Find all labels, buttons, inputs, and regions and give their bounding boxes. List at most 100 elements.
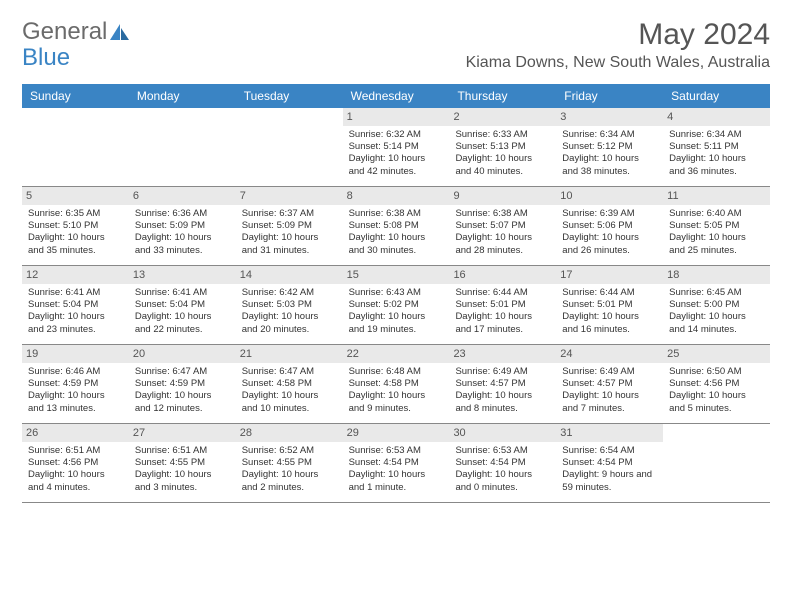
day-number: 12 (22, 266, 129, 284)
weekday-label: Saturday (663, 84, 770, 108)
sunset-line: Sunset: 5:04 PM (28, 299, 123, 311)
weekday-label: Wednesday (343, 84, 450, 108)
daylight-line: Daylight: 10 hours and 10 minutes. (242, 390, 337, 414)
week-row: 26Sunrise: 6:51 AMSunset: 4:56 PMDayligh… (22, 424, 770, 503)
sunset-line: Sunset: 5:09 PM (135, 220, 230, 232)
title-block: May 2024 Kiama Downs, New South Wales, A… (466, 18, 770, 72)
sunset-line: Sunset: 5:00 PM (669, 299, 764, 311)
day-cell: 6Sunrise: 6:36 AMSunset: 5:09 PMDaylight… (129, 187, 236, 265)
day-number: 14 (236, 266, 343, 284)
daylight-line: Daylight: 10 hours and 42 minutes. (349, 153, 444, 177)
sunrise-line: Sunrise: 6:47 AM (135, 366, 230, 378)
day-number: 22 (343, 345, 450, 363)
sunrise-line: Sunrise: 6:36 AM (135, 208, 230, 220)
brand-part2: Blue (22, 44, 70, 72)
day-number: 13 (129, 266, 236, 284)
daylight-line: Daylight: 10 hours and 28 minutes. (455, 232, 550, 256)
sunset-line: Sunset: 4:56 PM (669, 378, 764, 390)
sunrise-line: Sunrise: 6:38 AM (349, 208, 444, 220)
daylight-line: Daylight: 10 hours and 30 minutes. (349, 232, 444, 256)
weekday-label: Tuesday (236, 84, 343, 108)
sunset-line: Sunset: 4:59 PM (28, 378, 123, 390)
day-number: 5 (22, 187, 129, 205)
sunset-line: Sunset: 4:58 PM (349, 378, 444, 390)
sunset-line: Sunset: 5:09 PM (242, 220, 337, 232)
day-number: 26 (22, 424, 129, 442)
daylight-line: Daylight: 10 hours and 16 minutes. (562, 311, 657, 335)
daylight-line: Daylight: 10 hours and 35 minutes. (28, 232, 123, 256)
sunset-line: Sunset: 5:13 PM (455, 141, 550, 153)
sunrise-line: Sunrise: 6:51 AM (28, 445, 123, 457)
daylight-line: Daylight: 10 hours and 8 minutes. (455, 390, 550, 414)
sunrise-line: Sunrise: 6:45 AM (669, 287, 764, 299)
sunset-line: Sunset: 5:04 PM (135, 299, 230, 311)
brand-logo: General (22, 18, 131, 46)
week-row: 12Sunrise: 6:41 AMSunset: 5:04 PMDayligh… (22, 266, 770, 345)
daylight-line: Daylight: 10 hours and 20 minutes. (242, 311, 337, 335)
header: General May 2024 Kiama Downs, New South … (0, 0, 792, 76)
day-number: 21 (236, 345, 343, 363)
day-cell: 12 Sunrise: 6:41 AMSunset: 5:04 PMDayligh… (22, 266, 129, 344)
day-number: 24 (556, 345, 663, 363)
day-cell: 4Sunrise: 6:34 AMSunset: 5:11 PMDaylight… (663, 108, 770, 186)
day-number: 25 (663, 345, 770, 363)
day-cell: 3Sunrise: 6:34 AMSunset: 5:12 PMDaylight… (556, 108, 663, 186)
week-row: 5Sunrise: 6:35 AMSunset: 5:10 PMDaylight… (22, 187, 770, 266)
sunrise-line: Sunrise: 6:53 AM (349, 445, 444, 457)
day-number: 19 (22, 345, 129, 363)
day-number: 18 (663, 266, 770, 284)
sunrise-line: Sunrise: 6:41 AM (28, 287, 123, 299)
sunset-line: Sunset: 5:14 PM (349, 141, 444, 153)
daylight-line: Daylight: 10 hours and 7 minutes. (562, 390, 657, 414)
sunset-line: Sunset: 5:01 PM (562, 299, 657, 311)
daylight-line: Daylight: 10 hours and 19 minutes. (349, 311, 444, 335)
day-cell: 22Sunrise: 6:48 AMSunset: 4:58 PMDayligh… (343, 345, 450, 423)
day-number: 10 (556, 187, 663, 205)
sunrise-line: Sunrise: 6:49 AM (562, 366, 657, 378)
day-number: 16 (449, 266, 556, 284)
sunrise-line: Sunrise: 6:38 AM (455, 208, 550, 220)
sunrise-line: Sunrise: 6:34 AM (669, 129, 764, 141)
day-cell: 2Sunrise: 6:33 AMSunset: 5:13 PMDaylight… (449, 108, 556, 186)
day-cell: 19Sunrise: 6:46 AMSunset: 4:59 PMDayligh… (22, 345, 129, 423)
sunrise-line: Sunrise: 6:42 AM (242, 287, 337, 299)
daylight-line: Daylight: 10 hours and 40 minutes. (455, 153, 550, 177)
sunset-line: Sunset: 4:55 PM (135, 457, 230, 469)
daylight-line: Daylight: 10 hours and 3 minutes. (135, 469, 230, 493)
day-number (663, 424, 770, 442)
sunset-line: Sunset: 4:58 PM (242, 378, 337, 390)
day-number (129, 108, 236, 126)
daylight-line: Daylight: 10 hours and 26 minutes. (562, 232, 657, 256)
sunrise-line: Sunrise: 6:37 AM (242, 208, 337, 220)
week-row: 19 Sunrise: 6:46 AMSunset: 4:59 PM Dayligh… (22, 345, 770, 424)
day-number: 23 (449, 345, 556, 363)
daylight-line: Daylight: 10 hours and 38 minutes. (562, 153, 657, 177)
daylight-line: Daylight: 10 hours and 5 minutes. (669, 390, 764, 414)
day-number (236, 108, 343, 126)
day-number: 20 (129, 345, 236, 363)
sunrise-line: Sunrise: 6:32 AM (349, 129, 444, 141)
sunrise-line: Sunrise: 6:49 AM (455, 366, 550, 378)
day-cell (236, 108, 343, 186)
sunrise-line: Sunrise: 6:46 AM (28, 366, 123, 378)
day-cell: 21Sunrise: 6:47 AMSunset: 4:58 PMDayligh… (236, 345, 343, 423)
daylight-line: Daylight: 10 hours and 4 minutes. (28, 469, 123, 493)
month-title: May 2024 (466, 18, 770, 52)
weekday-label: Monday (129, 84, 236, 108)
day-number: 28 (236, 424, 343, 442)
daylight-line: Daylight: 10 hours and 23 minutes. (28, 311, 123, 335)
day-cell: 9Sunrise: 6:38 AMSunset: 5:07 PMDaylight… (449, 187, 556, 265)
sunset-line: Sunset: 5:08 PM (349, 220, 444, 232)
sunrise-line: Sunrise: 6:33 AM (455, 129, 550, 141)
daylight-line: Daylight: 10 hours and 31 minutes. (242, 232, 337, 256)
sunset-line: Sunset: 4:54 PM (349, 457, 444, 469)
sunset-line: Sunset: 5:10 PM (28, 220, 123, 232)
sunset-line: Sunset: 5:03 PM (242, 299, 337, 311)
day-cell: 17Sunrise: 6:44 AMSunset: 5:01 PMDayligh… (556, 266, 663, 344)
sunset-line: Sunset: 5:02 PM (349, 299, 444, 311)
day-cell: 29Sunrise: 6:53 AMSunset: 4:54 PMDayligh… (343, 424, 450, 502)
sunrise-line: Sunrise: 6:41 AM (135, 287, 230, 299)
sail-icon (109, 22, 131, 42)
day-number: 29 (343, 424, 450, 442)
daylight-line: Daylight: 10 hours and 33 minutes. (135, 232, 230, 256)
